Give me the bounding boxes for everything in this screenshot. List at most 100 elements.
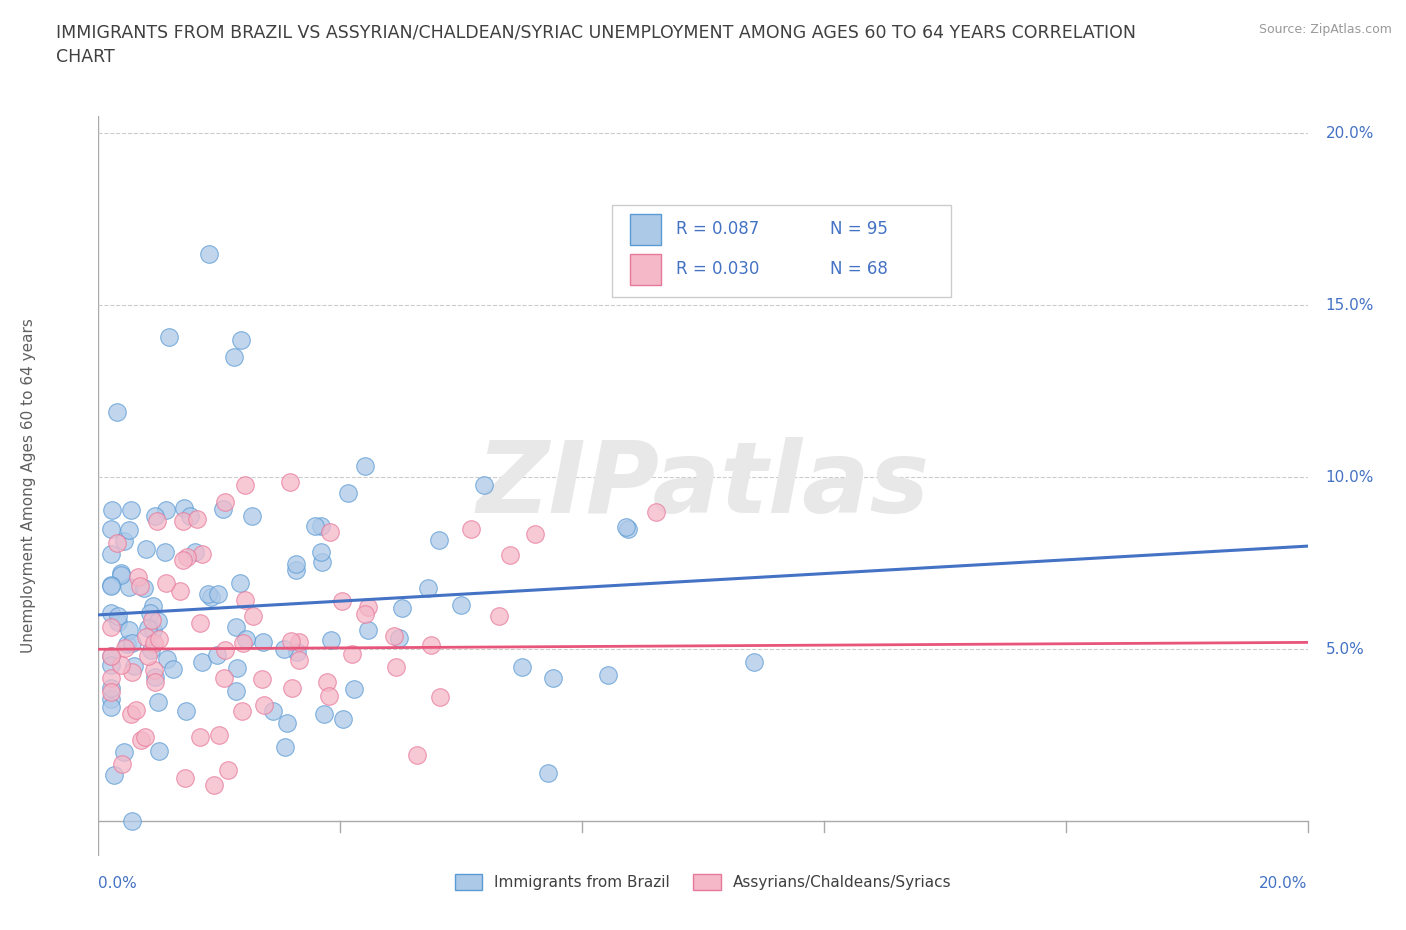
Point: [460, 521, 482, 536]
Point: [155, 576, 177, 591]
Point: [382, 628, 405, 643]
Point: [214, 495, 236, 510]
Point: [232, 635, 254, 650]
Point: [235, 631, 257, 646]
Point: [186, 512, 208, 526]
Point: [103, 767, 125, 782]
Point: [135, 542, 157, 557]
Point: [169, 583, 191, 598]
Point: [118, 579, 141, 594]
Point: [285, 557, 308, 572]
Point: [107, 615, 129, 630]
Point: [142, 599, 165, 614]
Point: [250, 671, 273, 686]
Point: [311, 518, 333, 533]
Point: [488, 609, 510, 624]
Point: [197, 587, 219, 602]
Text: R = 0.087: R = 0.087: [676, 220, 759, 238]
Point: [146, 514, 169, 529]
Point: [354, 607, 377, 622]
Point: [112, 533, 135, 548]
Point: [231, 332, 253, 347]
Point: [284, 563, 307, 578]
Point: [356, 600, 378, 615]
Text: N = 95: N = 95: [830, 220, 887, 238]
Point: [340, 646, 363, 661]
Point: [110, 658, 132, 672]
Point: [100, 578, 122, 593]
Point: [217, 763, 239, 777]
Point: [110, 567, 132, 582]
Point: [121, 636, 143, 651]
Point: [190, 654, 212, 669]
Point: [132, 580, 155, 595]
Point: [200, 590, 222, 604]
Point: [100, 649, 122, 664]
Point: [173, 500, 195, 515]
Point: [172, 513, 194, 528]
Point: [309, 545, 332, 560]
Point: [406, 748, 429, 763]
Point: [146, 614, 169, 629]
Text: Unemployment Among Ages 60 to 64 years: Unemployment Among Ages 60 to 64 years: [21, 318, 35, 654]
Point: [139, 643, 162, 658]
Point: [226, 660, 249, 675]
Point: [129, 578, 152, 593]
Point: [156, 651, 179, 666]
Point: [198, 246, 221, 261]
Point: [100, 658, 122, 672]
Text: ZIPatlas: ZIPatlas: [477, 437, 929, 535]
Point: [388, 631, 411, 645]
Point: [100, 671, 122, 685]
Point: [184, 545, 207, 560]
Point: [148, 744, 170, 759]
FancyBboxPatch shape: [630, 214, 661, 245]
Point: [188, 616, 211, 631]
Point: [136, 620, 159, 635]
Text: 15.0%: 15.0%: [1326, 298, 1374, 312]
Point: [498, 548, 520, 563]
Point: [343, 682, 366, 697]
Point: [240, 509, 263, 524]
Point: [229, 576, 252, 591]
Point: [121, 814, 143, 829]
Point: [143, 670, 166, 684]
Point: [231, 703, 253, 718]
Point: [139, 605, 162, 620]
Point: [212, 671, 235, 685]
Point: [287, 644, 309, 659]
Point: [596, 668, 619, 683]
Point: [281, 681, 304, 696]
Point: [332, 711, 354, 726]
Point: [148, 632, 170, 647]
Point: [225, 684, 247, 698]
Point: [288, 652, 311, 667]
Point: [100, 648, 122, 663]
Point: [134, 729, 156, 744]
Point: [614, 520, 637, 535]
Text: 10.0%: 10.0%: [1326, 470, 1374, 485]
Point: [391, 601, 413, 616]
Point: [385, 659, 408, 674]
Point: [512, 660, 534, 675]
Point: [225, 619, 247, 634]
Point: [155, 502, 177, 517]
Point: [105, 536, 128, 551]
Point: [429, 689, 451, 704]
Point: [318, 688, 340, 703]
Point: [142, 622, 165, 637]
Point: [316, 674, 339, 689]
Point: [142, 635, 165, 650]
Text: IMMIGRANTS FROM BRAZIL VS ASSYRIAN/CHALDEAN/SYRIAC UNEMPLOYMENT AMONG AGES 60 TO: IMMIGRANTS FROM BRAZIL VS ASSYRIAN/CHALD…: [56, 23, 1136, 66]
Point: [100, 681, 122, 696]
Point: [121, 664, 143, 679]
Text: 20.0%: 20.0%: [1326, 126, 1374, 141]
Point: [172, 552, 194, 567]
Point: [145, 674, 167, 689]
Point: [276, 715, 298, 730]
Point: [136, 648, 159, 663]
Text: 5.0%: 5.0%: [1326, 642, 1364, 657]
Point: [179, 509, 201, 524]
Point: [273, 739, 295, 754]
Point: [100, 619, 122, 634]
